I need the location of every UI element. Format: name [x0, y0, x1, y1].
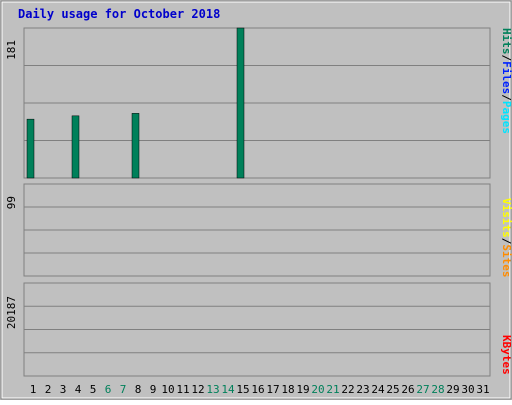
x-tick-label-21: 21	[326, 383, 339, 396]
x-tick-label-12: 12	[191, 383, 204, 396]
x-tick-label-25: 25	[386, 383, 399, 396]
svg-text:Visits/Sites: Visits/Sites	[500, 198, 512, 278]
bar-hits-day-1	[26, 118, 35, 179]
y-max-label-kbytes: 20187	[5, 296, 18, 329]
legend-visits: Visits	[500, 198, 512, 238]
legend-sites-visits: Visits/Sites	[500, 198, 512, 278]
x-tick-label-28: 28	[431, 383, 444, 396]
grid-lines	[24, 65, 490, 354]
x-tick-label-22: 22	[341, 383, 354, 396]
legend-pages: Pages	[500, 101, 512, 134]
bar-hits-day-4	[71, 115, 80, 179]
y-max-label-hits: 181	[5, 40, 18, 60]
hits-files-pages-bars	[26, 27, 245, 179]
x-tick-label-16: 16	[251, 383, 264, 396]
x-tick-label-13: 13	[206, 383, 219, 396]
x-tick-label-26: 26	[401, 383, 414, 396]
chart-title: Daily usage for October 2018	[18, 7, 220, 21]
x-tick-label-30: 30	[461, 383, 474, 396]
legend-kbytes-label: KBytes	[500, 335, 512, 375]
x-tick-label-14: 14	[221, 383, 235, 396]
legend-sep-1: /	[500, 55, 512, 62]
legend-kbytes: KBytes	[500, 335, 512, 375]
x-tick-label-9: 9	[150, 383, 157, 396]
x-tick-label-4: 4	[75, 383, 82, 396]
x-tick-label-15: 15	[236, 383, 249, 396]
x-tick-label-5: 5	[90, 383, 97, 396]
x-tick-label-6: 6	[105, 383, 112, 396]
x-tick-label-31: 31	[476, 383, 489, 396]
x-tick-label-17: 17	[266, 383, 279, 396]
x-tick-label-24: 24	[371, 383, 385, 396]
bar-hits-day-8	[131, 113, 140, 179]
x-tick-label-19: 19	[296, 383, 309, 396]
x-tick-label-1: 1	[30, 383, 37, 396]
y-max-label-visits: 99	[5, 196, 18, 209]
bar-hits-day-15	[236, 27, 245, 179]
chart-border-inner	[1, 1, 511, 399]
x-tick-label-27: 27	[416, 383, 429, 396]
x-tick-label-23: 23	[356, 383, 369, 396]
legend-sep-2: /	[500, 94, 512, 101]
x-tick-label-2: 2	[45, 383, 52, 396]
legend-sites: Sites	[500, 244, 512, 277]
x-tick-label-29: 29	[446, 383, 459, 396]
x-tick-label-10: 10	[161, 383, 174, 396]
legend-sep-3: /	[500, 238, 512, 245]
x-tick-label-7: 7	[120, 383, 127, 396]
x-tick-label-20: 20	[311, 383, 324, 396]
x-tick-label-11: 11	[176, 383, 189, 396]
x-axis-labels: 1 2 3 4 5 6 7 8 9 10 11 12 13 14 15 16 17 18 19 20 21 22 23 24 2…	[30, 383, 490, 396]
svg-text:Hits/Files/Pages: Hits/Files/Pages	[500, 28, 512, 134]
legend-hits: Hits	[500, 28, 512, 55]
legend-files: Files	[500, 61, 512, 94]
x-tick-label-8: 8	[135, 383, 142, 396]
legend-hits-files-pages: Hits/Files/Pages	[500, 28, 512, 134]
x-tick-label-3: 3	[60, 383, 67, 396]
x-tick-label-18: 18	[281, 383, 294, 396]
